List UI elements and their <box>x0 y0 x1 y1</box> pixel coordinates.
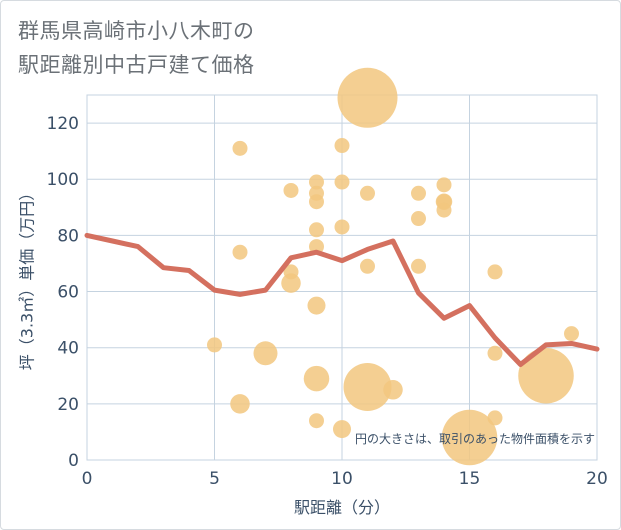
y-tick-label: 20 <box>57 395 79 415</box>
y-tick-label: 60 <box>57 283 79 303</box>
bubble-point <box>334 219 350 235</box>
size-annotation: 円の大きさは、取引のあった物件面積を示す <box>355 431 595 446</box>
x-axis-label: 駅距離（分） <box>294 498 390 517</box>
y-tick-label: 40 <box>57 339 79 359</box>
bubble-point <box>334 174 350 190</box>
bubble-point <box>487 264 503 280</box>
bubble-point <box>309 413 324 429</box>
bubble-point <box>411 258 426 274</box>
y-tick-label: 0 <box>68 451 79 471</box>
bubble-point <box>337 67 398 128</box>
bubble-point <box>207 337 222 353</box>
bubble-point <box>441 409 498 466</box>
bubble-point <box>487 345 503 361</box>
x-tick-label: 20 <box>586 469 608 489</box>
bubble-point <box>309 194 324 210</box>
x-tick-label: 15 <box>459 469 481 489</box>
bubble-point <box>283 182 299 198</box>
bubble-point <box>411 211 426 227</box>
bubble-point <box>436 202 452 218</box>
bubble-point <box>309 222 324 238</box>
chart-title-line2: 駅距離別中古戸建て価格 <box>18 53 255 77</box>
bubble-point <box>333 420 351 439</box>
bubble-point <box>307 296 326 315</box>
y-tick-label: 100 <box>47 170 79 190</box>
bubble-series <box>207 67 579 466</box>
bubble-point <box>360 258 375 274</box>
average-line-series <box>84 232 600 368</box>
bubble-point <box>309 174 324 190</box>
bubble-point <box>411 185 426 201</box>
bubble-point <box>281 273 301 293</box>
chart-title-line1: 群馬県高崎市小八木町の <box>18 19 255 43</box>
x-tick-label: 5 <box>209 469 220 489</box>
bubble-point <box>232 244 248 260</box>
bubble-point <box>343 363 392 411</box>
bubble-point <box>564 326 579 342</box>
bubble-point <box>360 185 375 201</box>
y-axis-label: 坪（3.3㎡）単価（万円） <box>18 185 37 370</box>
bubble-point <box>518 348 574 404</box>
bubble-point <box>309 239 324 255</box>
x-tick-label: 10 <box>331 469 353 489</box>
y-tick-label: 120 <box>47 114 79 134</box>
bubble-point <box>334 138 350 154</box>
bubble-point <box>436 177 452 193</box>
bubble-point <box>487 410 503 426</box>
bubble-point <box>230 394 250 414</box>
bubble-point <box>253 341 278 366</box>
bubble-point <box>303 365 330 392</box>
grid-lines <box>86 95 598 461</box>
bubble-point <box>232 140 248 156</box>
x-tick-label: 0 <box>82 469 93 489</box>
chart-title: 群馬県高崎市小八木町の 駅距離別中古戸建て価格 <box>18 14 255 82</box>
average-line <box>84 232 600 368</box>
axes: 0 5 10 15 20 0 20 40 60 80 100 120 <box>47 114 608 489</box>
bubble-point <box>383 380 403 400</box>
y-tick-label: 80 <box>57 226 79 246</box>
